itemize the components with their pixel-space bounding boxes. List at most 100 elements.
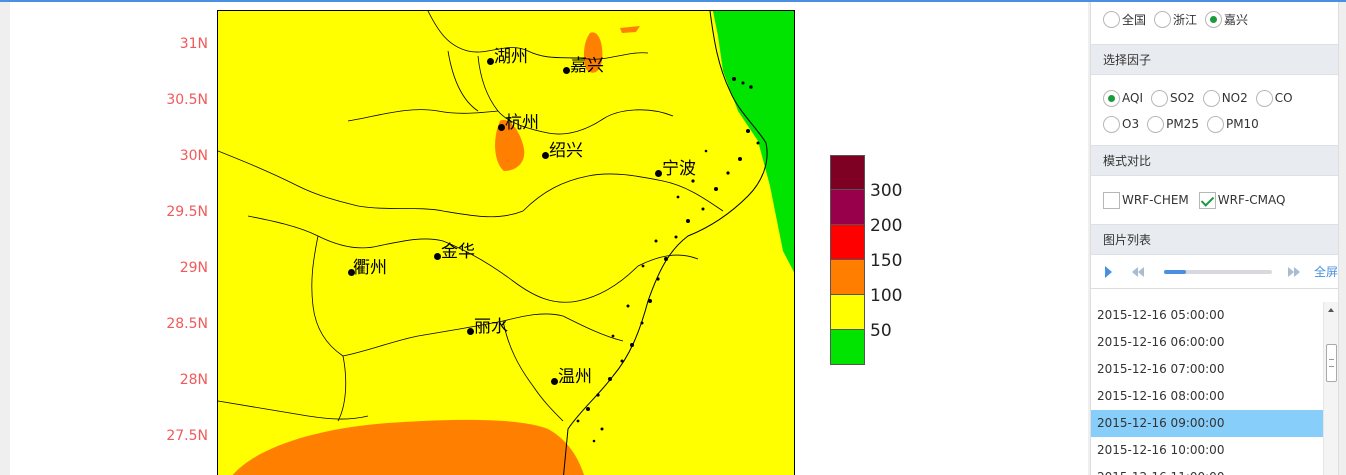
model-checkbox-wrf-chem[interactable]: WRF-CHEM [1103, 191, 1189, 209]
factor-radio-aqi[interactable]: AQI [1103, 89, 1143, 107]
radio-circle[interactable] [1147, 115, 1165, 133]
pollution-area-small [620, 26, 640, 33]
radio-label: 浙江 [1173, 12, 1198, 27]
list-item[interactable]: 2015-12-16 07:00:00 [1097, 362, 1225, 376]
legend-label: 100 [870, 286, 903, 306]
city-label: 衢州 [353, 258, 387, 278]
list-item[interactable]: 2015-12-16 05:00:00 [1097, 308, 1225, 322]
pollution-area-jiaxing [583, 32, 603, 73]
city-label: 绍兴 [549, 141, 583, 161]
factor-options-row: O3 PM25 PM10 [1091, 111, 1338, 137]
radio-circle[interactable] [1202, 89, 1220, 107]
scroll-up-icon[interactable] [1328, 308, 1334, 312]
city-label: 丽水 [474, 317, 508, 337]
radio-circle[interactable] [1103, 89, 1120, 107]
checkbox-label: WRF-CHEM [1122, 193, 1189, 207]
legend-label: 300 [870, 181, 903, 201]
scroll-thumb[interactable] [1326, 344, 1337, 382]
city-dot [551, 378, 558, 385]
region-radio-zhejiang[interactable]: 浙江 [1154, 10, 1198, 28]
legend-label: 150 [870, 251, 903, 271]
region-options: 全国 浙江 嘉兴 [1091, 2, 1338, 34]
city-dot [655, 170, 662, 177]
list-item[interactable]: 2015-12-16 09:00:00 [1091, 410, 1323, 437]
radio-label: 嘉兴 [1224, 12, 1249, 27]
aqi-map: 湖州 嘉兴 杭州 绍兴 宁波 衢州 金华 丽水 温州 [217, 10, 795, 475]
model-checkbox-wrf-cmaq[interactable]: WRF-CMAQ [1198, 191, 1286, 209]
city-label: 杭州 [505, 113, 539, 133]
model-options: WRF-CHEM WRF-CMAQ [1091, 186, 1338, 214]
radio-label: O3 [1122, 117, 1140, 131]
city-dot [542, 152, 549, 159]
lat-label: 29.5N [166, 204, 208, 220]
lat-label: 31N [179, 36, 208, 52]
legend-swatch [830, 260, 865, 295]
play-icon[interactable] [1105, 265, 1112, 278]
radio-circle[interactable] [1150, 89, 1168, 107]
model-section-heading: 模式对比 [1091, 145, 1338, 176]
radio-circle[interactable] [1255, 89, 1273, 107]
radio-circle[interactable] [1205, 10, 1223, 28]
city-dot [434, 253, 441, 260]
city-label: 湖州 [494, 47, 528, 67]
city-label: 金华 [441, 242, 475, 262]
coastline [563, 11, 768, 475]
radio-circle[interactable] [1103, 115, 1120, 133]
city-label: 宁波 [662, 159, 696, 179]
list-item[interactable]: 2015-12-16 06:00:00 [1097, 335, 1225, 349]
lat-label: 27.5N [166, 428, 208, 444]
factor-radio-so2[interactable]: SO2 [1150, 89, 1195, 107]
coastal-islands [576, 77, 760, 443]
pollution-area-south [232, 419, 585, 475]
radio-label: CO [1274, 91, 1293, 105]
checkbox-box[interactable] [1103, 191, 1120, 209]
radio-circle[interactable] [1103, 10, 1120, 28]
region-radio-jiaxing[interactable]: 嘉兴 [1205, 10, 1249, 28]
fast-forward-icon[interactable] [1287, 266, 1300, 277]
factor-section-heading: 选择因子 [1091, 44, 1338, 75]
slider-fill [1164, 269, 1186, 274]
checkbox-label: WRF-CMAQ [1217, 193, 1286, 207]
legend-label: 50 [870, 321, 892, 341]
lat-label: 30.5N [166, 92, 208, 108]
radio-circle[interactable] [1206, 115, 1224, 133]
radio-label: NO2 [1221, 91, 1248, 105]
region-radio-national[interactable]: 全国 [1103, 10, 1146, 28]
legend-swatch [830, 190, 865, 225]
fullscreen-button[interactable]: 全屏 [1313, 265, 1338, 279]
top-accent-bar [0, 0, 1346, 2]
list-item[interactable]: 2015-12-16 08:00:00 [1097, 389, 1225, 403]
playback-slider[interactable] [1164, 269, 1272, 274]
radio-label: PM25 [1166, 117, 1199, 131]
list-scrollbar[interactable] [1323, 302, 1338, 475]
factor-radio-co[interactable]: CO [1255, 89, 1293, 107]
list-item[interactable]: 2015-12-16 10:00:00 [1097, 443, 1225, 457]
sea-region [713, 11, 794, 273]
legend-swatch [830, 295, 865, 330]
city-label: 嘉兴 [570, 56, 604, 76]
rewind-icon[interactable] [1132, 266, 1144, 277]
radio-label: PM10 [1225, 117, 1259, 131]
factor-radio-o3[interactable]: O3 [1103, 115, 1140, 133]
legend-swatch [830, 155, 865, 190]
factor-radio-pm10[interactable]: PM10 [1206, 115, 1259, 133]
city-dot [498, 124, 505, 131]
city-dot [487, 58, 494, 65]
radio-label: SO2 [1169, 91, 1195, 105]
lat-label: 30N [179, 148, 208, 164]
control-panel: 全国 浙江 嘉兴 选择因子 AQI SO2 NO2 CO O3 PM25 PM1… [1090, 2, 1339, 475]
city-dot [467, 328, 474, 335]
aqi-legend [830, 155, 865, 365]
checkbox-box[interactable] [1198, 191, 1216, 209]
radio-label: AQI [1122, 91, 1143, 105]
city-dot [563, 67, 570, 74]
radio-circle[interactable] [1154, 10, 1172, 28]
lat-label: 28.5N [166, 316, 208, 332]
legend-swatch [830, 330, 865, 365]
factor-radio-no2[interactable]: NO2 [1202, 89, 1248, 107]
factor-radio-pm25[interactable]: PM25 [1147, 115, 1199, 133]
legend-swatch [830, 225, 865, 260]
pollution-area-hangzhou [495, 119, 525, 171]
list-item[interactable]: 2015-12-16 11:00:00 [1091, 464, 1323, 475]
lat-label: 28N [179, 372, 208, 388]
